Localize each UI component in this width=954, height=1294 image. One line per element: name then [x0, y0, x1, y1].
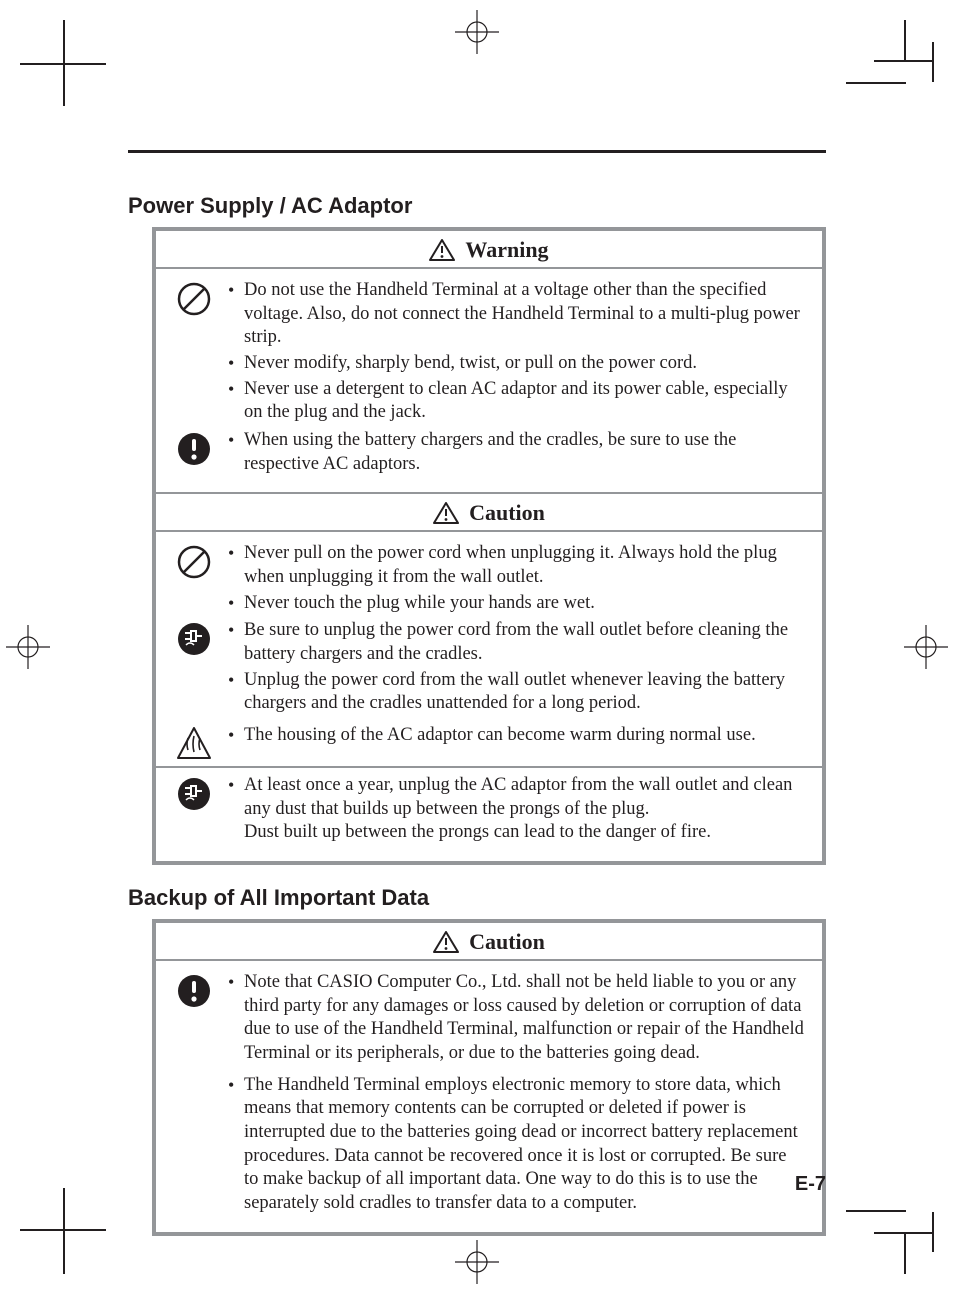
page-number: E-7 [795, 1173, 826, 1196]
caution-triangle-icon [433, 930, 459, 954]
backup-caution-box: Caution Note that CASIO Computer Co., Lt… [152, 919, 826, 1236]
heat-caution-icon [174, 724, 214, 760]
divider [156, 766, 822, 768]
list-item: Note that CASIO Computer Co., Ltd. shall… [228, 971, 804, 1066]
list-item: Never touch the plug while your hands ar… [228, 592, 804, 616]
list-item: Never pull on the power cord when unplug… [228, 542, 804, 589]
registration-mark-icon [904, 625, 948, 669]
crop-mark [874, 60, 934, 62]
top-rule [128, 150, 826, 153]
list-item: Never modify, sharply bend, twist, or pu… [228, 352, 804, 376]
list-item: Be sure to unplug the power cord from th… [228, 619, 804, 666]
list-item: The Handheld Terminal employs electronic… [228, 1074, 804, 1216]
crop-mark [63, 1188, 65, 1274]
warning-triangle-icon [429, 238, 455, 262]
list-item: Never use a detergent to clean AC adapto… [228, 378, 804, 425]
crop-mark [904, 20, 906, 60]
crop-mark [932, 1212, 934, 1252]
list-item: At least once a year, unplug the AC adap… [228, 774, 804, 845]
caution-body: Never pull on the power cord when unplug… [156, 532, 822, 861]
crop-mark [874, 1232, 934, 1234]
warning-header: Warning [156, 231, 822, 269]
prohibit-icon [174, 542, 214, 580]
caution-header: Caution [156, 492, 822, 532]
unplug-icon [174, 774, 214, 812]
list-item: Do not use the Handheld Terminal at a vo… [228, 279, 804, 350]
content-area: Power Supply / AC Adaptor Warning Do not… [128, 150, 826, 1256]
crop-mark [63, 20, 65, 106]
registration-mark-icon [455, 10, 499, 54]
caution-label: Caution [469, 500, 545, 525]
section-title: Power Supply / AC Adaptor [128, 193, 826, 219]
crop-mark [846, 1210, 906, 1212]
list-item: The housing of the AC adaptor can become… [228, 724, 804, 748]
mandatory-icon [174, 429, 214, 467]
section-title: Backup of All Important Data [128, 885, 826, 911]
list-item-text: At least once a year, unplug the AC adap… [244, 775, 792, 819]
list-item: Unplug the power cord from the wall outl… [228, 669, 804, 716]
unplug-icon [174, 619, 214, 657]
registration-mark-icon [6, 625, 50, 669]
list-item: When using the battery chargers and the … [228, 429, 804, 476]
caution-body: Note that CASIO Computer Co., Ltd. shall… [156, 961, 822, 1232]
caution-header: Caution [156, 923, 822, 961]
warning-body: Do not use the Handheld Terminal at a vo… [156, 269, 822, 492]
warning-label: Warning [465, 237, 548, 262]
warning-box: Warning Do not use the Handheld Terminal… [152, 227, 826, 865]
caution-label: Caution [469, 929, 545, 954]
page: Power Supply / AC Adaptor Warning Do not… [0, 0, 954, 1294]
caution-triangle-icon [433, 501, 459, 525]
crop-mark [932, 42, 934, 82]
list-item-subtext: Dust built up between the prongs can lea… [244, 821, 804, 845]
prohibit-icon [174, 279, 214, 317]
crop-mark [846, 82, 906, 84]
crop-mark [904, 1234, 906, 1274]
mandatory-icon [174, 971, 214, 1009]
